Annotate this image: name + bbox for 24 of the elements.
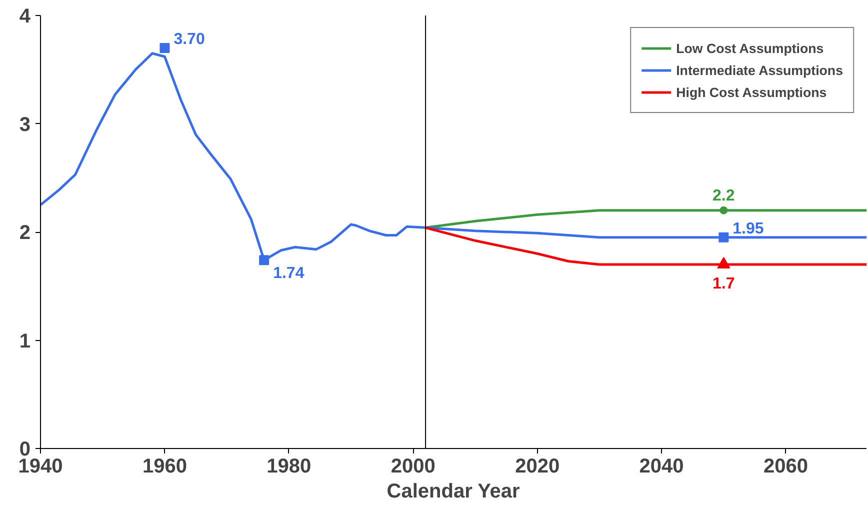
data-label: 1.74 bbox=[273, 265, 304, 282]
data-label: 2.2 bbox=[712, 187, 735, 204]
point bbox=[259, 255, 270, 266]
point bbox=[720, 206, 728, 214]
x-tick-label: 2000 bbox=[390, 456, 436, 478]
legend-label: High Cost Assumptions bbox=[676, 84, 827, 100]
x-tick-label: 1980 bbox=[266, 456, 312, 478]
x-tick-label: 2040 bbox=[639, 456, 684, 478]
x-tick-label: 2020 bbox=[515, 456, 560, 478]
y-tick-label: 2 bbox=[19, 222, 30, 244]
data-label: 1.7 bbox=[712, 275, 735, 292]
y-tick-label: 4 bbox=[19, 6, 32, 28]
x-tick-label: 1960 bbox=[142, 456, 187, 478]
point bbox=[160, 42, 170, 53]
y-tick-label: 1 bbox=[19, 330, 30, 352]
data-label: 1.95 bbox=[732, 220, 764, 238]
x-axis-title: Calendar Year bbox=[386, 480, 520, 502]
point bbox=[718, 232, 729, 242]
legend-label: Intermediate Assumptions bbox=[676, 62, 843, 78]
x-tick-label: 2060 bbox=[764, 456, 808, 478]
legend-label: Low Cost Assumptions bbox=[676, 40, 824, 56]
y-tick-label: 3 bbox=[19, 114, 30, 136]
data-label: 3.70 bbox=[174, 30, 205, 48]
x-tick-label: 1940 bbox=[18, 456, 63, 478]
